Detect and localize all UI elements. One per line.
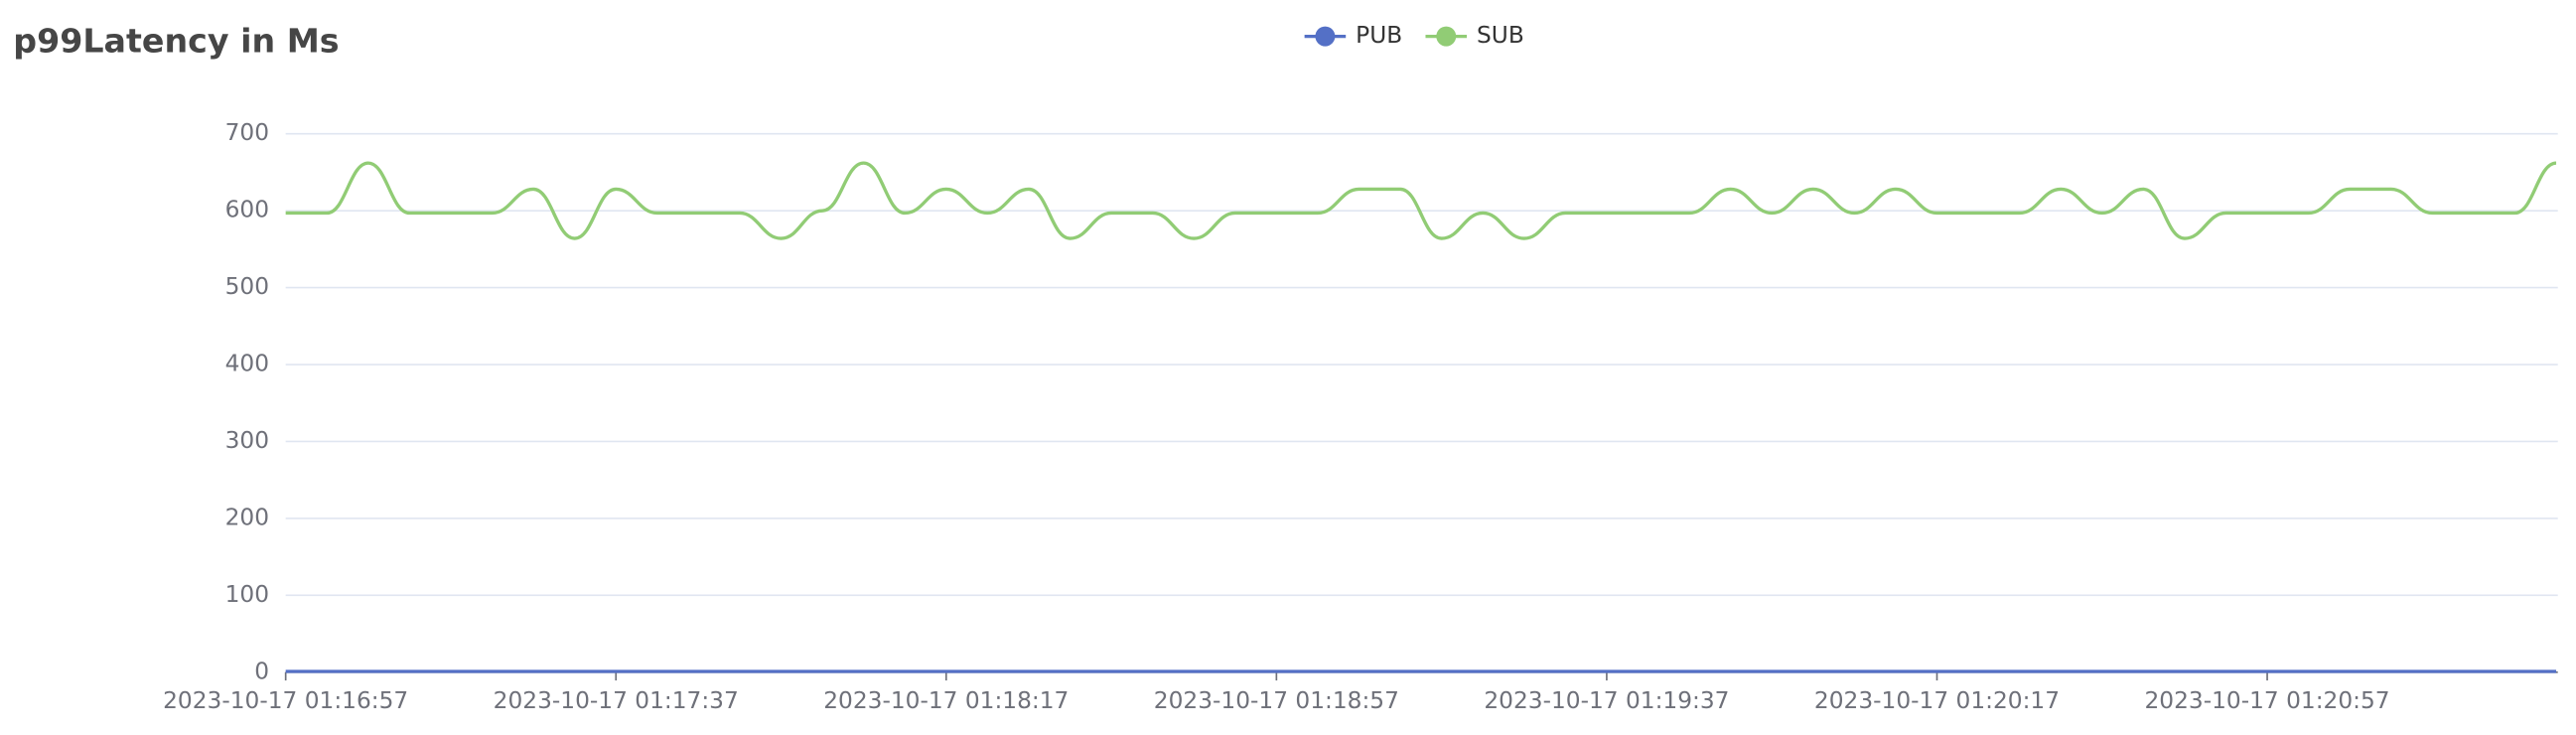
legend-label: PUB (1356, 22, 1402, 49)
x-tick-label: 2023-10-17 01:20:17 (1814, 687, 2060, 714)
y-tick-label: 500 (225, 273, 269, 300)
x-tick-label: 2023-10-17 01:18:57 (1154, 687, 1399, 714)
y-tick-label: 200 (225, 504, 269, 530)
line-series (285, 161, 2557, 240)
x-tick-label: 2023-10-17 01:19:37 (1484, 687, 1729, 714)
legend-marker (1436, 26, 1457, 47)
y-tick-label: 300 (225, 427, 269, 454)
y-tick-label: 400 (225, 351, 269, 377)
y-tick-label: 700 (225, 119, 269, 146)
x-tick-label: 2023-10-17 01:18:17 (823, 687, 1069, 714)
y-tick-label: 600 (225, 197, 269, 223)
legend-marker (1315, 26, 1336, 47)
legend-label: SUB (1477, 22, 1524, 49)
x-tick-label: 2023-10-17 01:16:57 (163, 687, 408, 714)
x-tick-label: 2023-10-17 01:20:57 (2144, 687, 2389, 714)
y-tick-label: 0 (254, 658, 269, 684)
legend-item: SUB (1425, 22, 1524, 49)
x-tick-label: 2023-10-17 01:17:37 (494, 687, 739, 714)
y-tick-label: 100 (225, 581, 269, 608)
chart-title: p99Latency in Ms (13, 22, 339, 61)
legend-item: PUB (1304, 22, 1402, 49)
